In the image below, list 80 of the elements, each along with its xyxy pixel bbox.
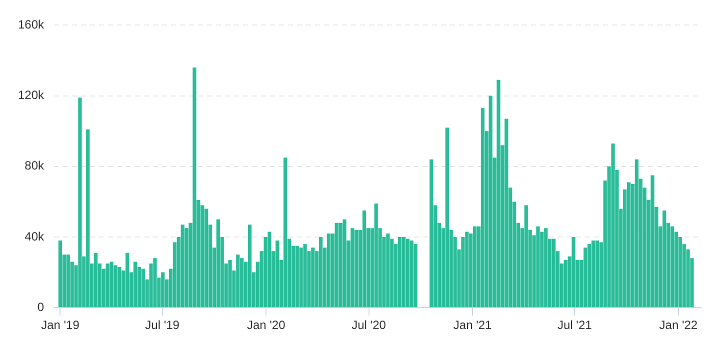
bar [670,226,674,308]
bar [58,240,62,308]
bar [465,232,469,308]
bar [319,237,323,308]
bar [126,252,130,308]
bar [595,240,600,308]
bar [66,254,70,308]
bar [472,226,477,308]
y-tick-label: 160k [18,18,46,32]
bar [480,108,485,308]
bar [334,222,338,308]
bar [153,258,157,308]
bar [326,233,331,308]
bar [362,210,366,308]
bar [496,80,500,308]
bar [342,219,346,308]
bar [386,233,390,308]
x-tick-label: Jul '20 [352,318,386,332]
bar [430,159,434,308]
bar [611,143,615,308]
bar [634,159,639,308]
bar [114,265,118,308]
bar [572,237,576,308]
x-tick-label: Jan '22 [659,318,698,332]
bar [268,232,272,308]
x-tick-label: Jan '20 [246,318,286,332]
bar [374,203,378,308]
bar [564,260,568,308]
bar [626,182,631,308]
bar [552,238,556,308]
bar [94,252,98,308]
bar [402,237,406,308]
bar [338,222,342,308]
y-tick-label: 0 [37,300,44,314]
bar [141,268,145,308]
bar [662,210,666,308]
y-tick-label: 120k [18,88,46,102]
bar [276,240,280,308]
y-tick-label: 80k [24,158,46,173]
bar [584,248,588,308]
bar [445,128,449,308]
bar [110,262,114,308]
bar [216,219,220,308]
bar [86,129,90,308]
bar [406,238,410,308]
bar [414,244,418,308]
bar [504,118,508,308]
x-tick-label: Jan '21 [453,318,492,332]
bar [303,244,307,308]
bar [106,263,110,308]
bar [204,208,208,308]
bar [248,224,252,308]
bar [161,272,165,308]
bar [299,248,303,308]
bar [192,68,196,308]
y-tick-label: 40k [24,229,46,244]
bar [228,260,232,308]
bar [311,248,315,308]
bar [591,240,596,308]
bar [240,258,244,308]
bar [133,262,138,308]
bar [536,226,540,308]
bar [180,224,184,308]
x-tick-label: Jul '19 [145,318,180,332]
bar [236,254,240,308]
bar [650,175,654,308]
bar [488,96,492,308]
bar [350,228,354,308]
bar [398,237,402,308]
bar [354,230,358,308]
bar [410,240,414,308]
bar [588,244,592,308]
bar [283,158,288,308]
x-tick-label: Jul '21 [557,318,592,332]
bar [78,98,82,308]
bar [295,246,299,308]
x-tick-label: Jan '19 [41,318,80,332]
bar [118,267,122,308]
bar [544,228,548,308]
bar [524,205,528,308]
